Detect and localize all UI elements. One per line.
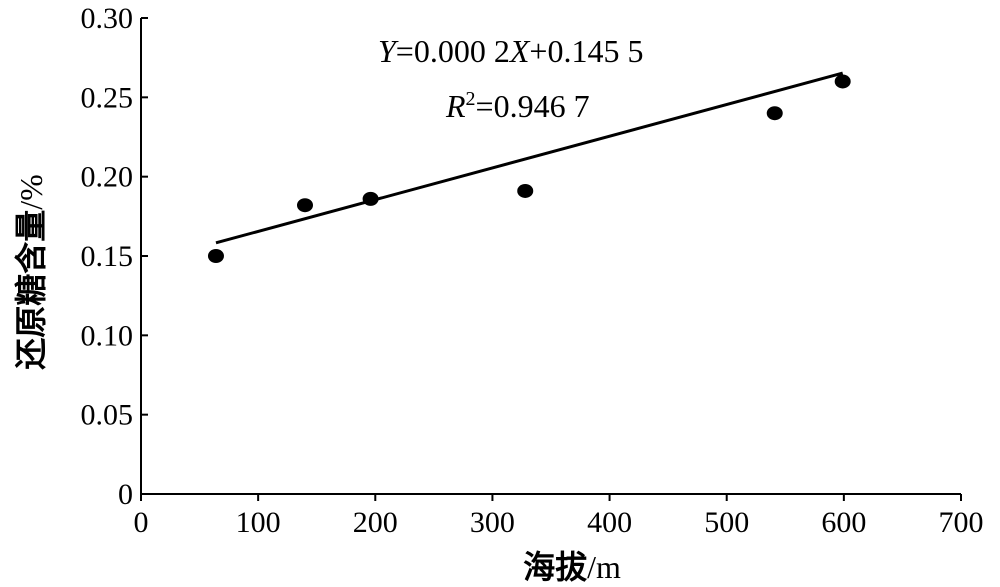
y-ticks: 0 0.05 0.10 0.15 0.20 0.25 0.30 [81, 2, 148, 511]
data-point [207, 249, 224, 263]
data-point [297, 198, 313, 213]
y-tick-label: 0 [118, 478, 133, 511]
equation-line-1: Y=0.000 2X+0.145 5 [378, 33, 643, 69]
x-ticks: 0 100 200 300 400 500 600 700 [134, 494, 984, 539]
x-tick-label: 0 [134, 506, 149, 539]
data-point [766, 106, 783, 121]
x-tick-label: 400 [587, 506, 632, 539]
x-tick-label: 300 [470, 506, 515, 539]
x-tick-label: 500 [704, 506, 749, 539]
y-tick-label: 0.05 [81, 399, 134, 432]
y-tick-label: 0.20 [81, 161, 134, 194]
y-tick-label: 0.25 [81, 81, 134, 114]
x-tick-label: 700 [939, 506, 984, 539]
x-axis-title: 海拔/m [523, 548, 621, 586]
data-points [207, 74, 851, 263]
y-tick-label: 0.15 [81, 240, 134, 273]
data-point [517, 183, 534, 198]
y-axis-title: 还原糖含量/% [12, 174, 50, 370]
data-point [362, 191, 379, 206]
y-tick-label: 0.10 [81, 319, 134, 352]
x-tick-label: 100 [236, 506, 281, 539]
y-tick-label: 0.30 [81, 2, 134, 35]
trend-line [215, 71, 844, 245]
x-tick-label: 600 [821, 506, 866, 539]
x-tick-label: 200 [353, 506, 398, 539]
data-point [834, 74, 851, 89]
equation-line-2: R2=0.946 7 [445, 88, 590, 124]
